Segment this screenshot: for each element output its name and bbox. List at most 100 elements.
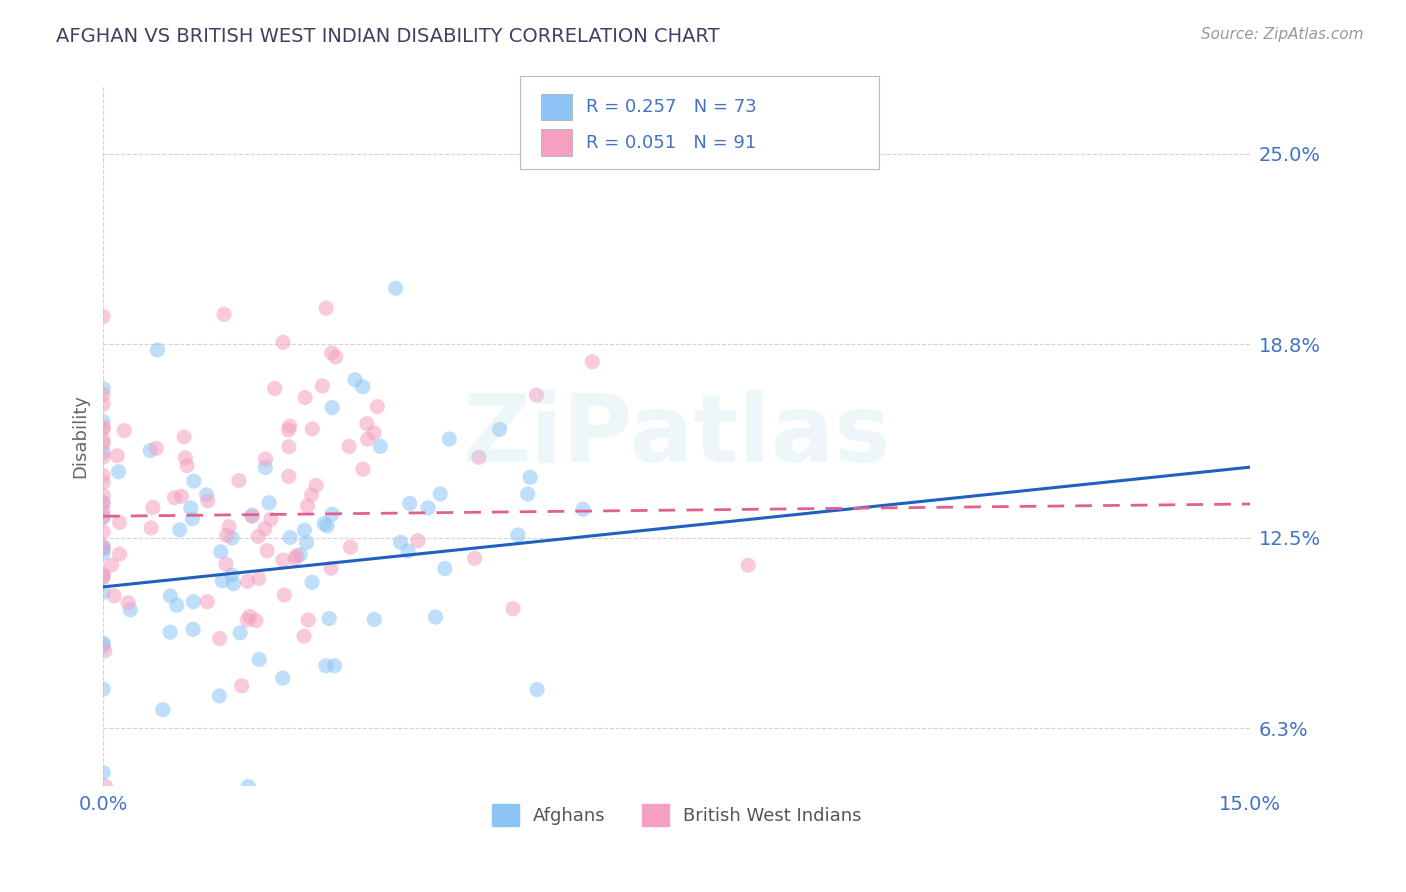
Point	[107, 465, 129, 479]
Point	[339, 540, 361, 554]
Point	[228, 474, 250, 488]
Point	[166, 599, 188, 613]
Point	[277, 423, 299, 437]
Point	[519, 470, 541, 484]
Point	[737, 558, 759, 573]
Point	[253, 522, 276, 536]
Point	[181, 512, 204, 526]
Point	[142, 500, 165, 515]
Point	[315, 658, 337, 673]
Point	[325, 350, 347, 364]
Point	[91, 381, 114, 395]
Point	[91, 495, 114, 509]
Point	[581, 354, 603, 368]
Point	[91, 546, 114, 560]
Point	[91, 468, 114, 483]
Point	[91, 433, 114, 447]
Point	[311, 379, 333, 393]
Text: Source: ZipAtlas.com: Source: ZipAtlas.com	[1201, 27, 1364, 42]
Point	[292, 629, 315, 643]
Point	[357, 432, 380, 446]
Point	[297, 499, 319, 513]
Point	[271, 335, 294, 350]
Point	[343, 373, 366, 387]
Point	[91, 387, 114, 401]
Point	[236, 574, 259, 589]
Point	[91, 497, 114, 511]
Point	[240, 509, 263, 524]
Point	[321, 401, 343, 415]
Point	[91, 415, 114, 429]
Point	[294, 523, 316, 537]
Point	[277, 469, 299, 483]
Point	[396, 544, 419, 558]
Point	[174, 450, 197, 465]
Point	[221, 531, 243, 545]
Point	[208, 689, 231, 703]
Point	[290, 548, 312, 562]
Point	[468, 450, 491, 465]
Point	[91, 310, 114, 324]
Point	[337, 439, 360, 453]
Point	[91, 524, 114, 539]
Point	[183, 474, 205, 488]
Point	[91, 765, 114, 780]
Point	[356, 417, 378, 431]
Point	[229, 625, 252, 640]
Point	[197, 494, 219, 508]
Point	[91, 585, 114, 599]
Point	[294, 391, 316, 405]
Point	[91, 397, 114, 411]
Point	[105, 449, 128, 463]
Point	[299, 488, 322, 502]
Point	[370, 439, 392, 453]
Point	[103, 589, 125, 603]
Point	[352, 462, 374, 476]
Point	[305, 478, 328, 492]
Point	[91, 450, 114, 464]
Point	[257, 496, 280, 510]
Point	[146, 343, 169, 357]
Point	[526, 682, 548, 697]
Point	[91, 445, 114, 459]
Y-axis label: Disability: Disability	[72, 394, 89, 478]
Point	[273, 588, 295, 602]
Point	[100, 558, 122, 573]
Point	[516, 487, 538, 501]
Point	[222, 576, 245, 591]
Point	[384, 281, 406, 295]
Point	[389, 535, 412, 549]
Point	[218, 519, 240, 533]
Point	[277, 440, 299, 454]
Point	[526, 388, 548, 402]
Point	[416, 500, 439, 515]
Point	[211, 574, 233, 588]
Point	[406, 533, 429, 548]
Point	[321, 507, 343, 521]
Point	[285, 549, 308, 563]
Point	[94, 643, 117, 657]
Point	[239, 609, 262, 624]
Point	[139, 521, 162, 535]
Point	[425, 610, 447, 624]
Point	[91, 509, 114, 524]
Point	[245, 614, 267, 628]
Point	[108, 516, 131, 530]
Point	[145, 441, 167, 455]
Point	[254, 460, 277, 475]
Point	[318, 611, 340, 625]
Text: ZiPatlas: ZiPatlas	[463, 391, 891, 483]
Point	[208, 632, 231, 646]
Point	[91, 489, 114, 503]
Point	[108, 547, 131, 561]
Point	[247, 529, 270, 543]
Point	[91, 541, 114, 556]
Point	[152, 703, 174, 717]
Point	[256, 543, 278, 558]
Point	[91, 510, 114, 524]
Point	[488, 422, 510, 436]
Point	[319, 561, 342, 575]
Point	[173, 430, 195, 444]
Point	[91, 475, 114, 490]
Point	[91, 504, 114, 518]
